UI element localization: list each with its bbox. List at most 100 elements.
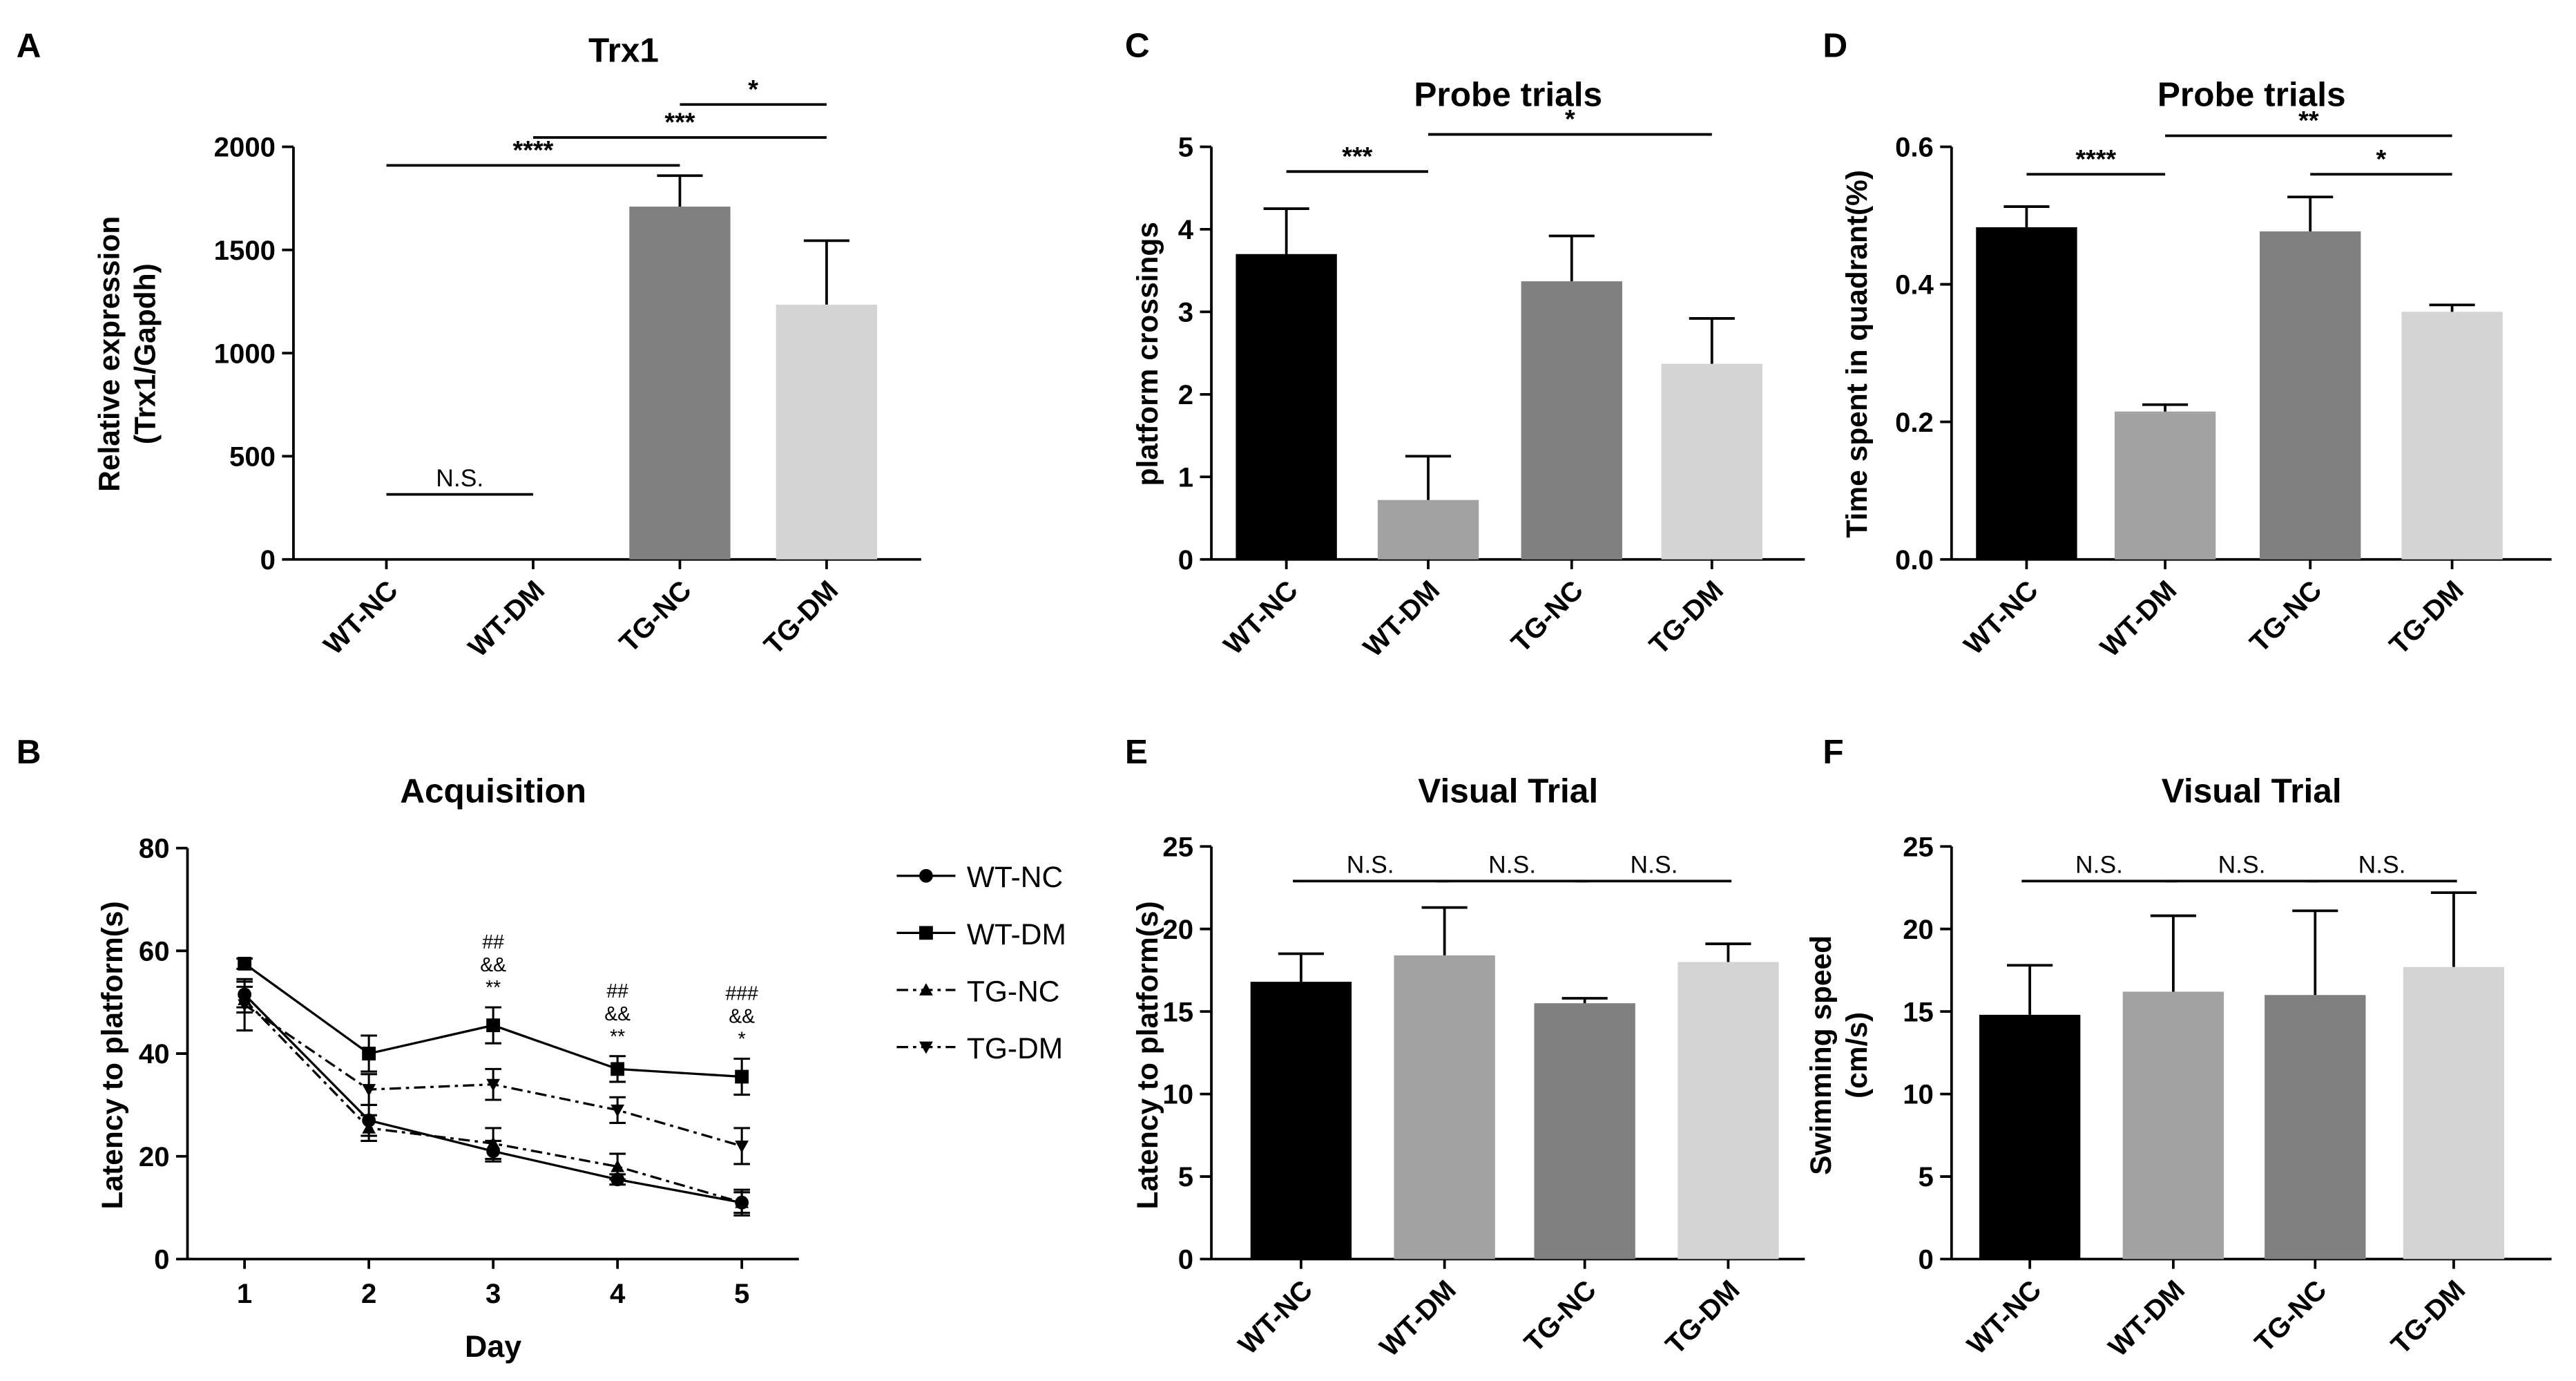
y-axis-title: platform crossings — [1132, 222, 1164, 486]
sig-label: *** — [1342, 142, 1372, 171]
bar — [2114, 411, 2216, 560]
sig-label: N.S. — [1488, 851, 1536, 879]
y-tick-label: 10 — [1903, 1079, 1934, 1110]
sig-label: N.S. — [1347, 851, 1394, 879]
series-tg-dm — [236, 978, 750, 1165]
x-tick-label: WT-DM — [1374, 1274, 1462, 1362]
series-wt-dm — [236, 956, 750, 1096]
y-axis-title-line: (cm/s) — [1841, 1012, 1874, 1098]
y-tick-label: 4 — [1178, 214, 1194, 245]
bar — [1394, 955, 1495, 1259]
annotation: ** — [486, 977, 501, 999]
y-axis-title-line: Swimming speed — [1805, 935, 1838, 1175]
data-point — [735, 1140, 749, 1153]
x-tick-label: WT-NC — [1218, 574, 1304, 660]
x-tick-label: TG-NC — [613, 574, 698, 658]
annotation: && — [480, 954, 506, 976]
panel-f: F Visual Trial Swimming speed (cm/s) 0 5 10 15 2… — [1805, 732, 2552, 1362]
y-tick-label: 1000 — [214, 338, 276, 369]
data-point — [362, 1121, 376, 1134]
data-point — [735, 1195, 749, 1208]
panel-b: B Acquisition Latency to platform(s) 0 20 40 6… — [17, 732, 1066, 1364]
y-tick-label: 500 — [229, 441, 276, 473]
x-tick-label: TG-DM — [2383, 574, 2470, 660]
sig-label: N.S. — [436, 464, 483, 492]
bar — [2122, 991, 2224, 1259]
series-tg-nc — [236, 985, 750, 1215]
y-axis-title: Latency to platform(s) — [1132, 901, 1164, 1209]
annotation: && — [729, 1006, 755, 1028]
x-tick-label: TG-NC — [2244, 574, 2328, 658]
legend-label: TG-NC — [967, 976, 1060, 1009]
x-tick-label: WT-DM — [462, 574, 550, 663]
sig-label: N.S. — [2218, 851, 2266, 879]
x-tick-label: WT-DM — [2094, 574, 2182, 663]
y-tick-label: 80 — [139, 833, 170, 864]
bar — [1250, 982, 1352, 1259]
y-tick-label: 5 — [1178, 132, 1193, 163]
bar — [1976, 227, 2077, 560]
y-axis-title: Time spent in quadrant(%) — [1841, 170, 1874, 538]
y-tick-label: 1 — [1178, 461, 1193, 493]
y-axis-title-line: Latency to platform(s) — [97, 901, 129, 1209]
y-tick-label: 40 — [139, 1038, 170, 1069]
panel-letter: B — [17, 732, 41, 771]
panel-letter: A — [17, 26, 41, 65]
y-tick-label: 5 — [1919, 1161, 1934, 1192]
x-tick-label: 2 — [361, 1278, 376, 1309]
sig-label: * — [1565, 105, 1575, 134]
x-tick-label: WT-NC — [318, 574, 404, 660]
y-tick-label: 0 — [154, 1244, 169, 1275]
legend-label: TG-DM — [967, 1033, 1063, 1065]
sig-label: ** — [2298, 106, 2319, 135]
bar — [1661, 363, 1762, 560]
x-tick-label: TG-DM — [2385, 1274, 2471, 1360]
legend-marker — [919, 868, 933, 883]
x-tick-label: 3 — [486, 1278, 501, 1309]
annotation: ## — [482, 931, 504, 953]
bar — [2401, 312, 2503, 560]
y-tick-label: 3 — [1178, 297, 1193, 328]
y-tick-label: 20 — [1162, 914, 1193, 945]
data-point — [486, 1136, 501, 1150]
data-point — [611, 1159, 625, 1172]
y-tick-label: 20 — [139, 1141, 170, 1172]
data-point — [611, 1104, 625, 1117]
x-axis-title: Day — [465, 1328, 521, 1364]
y-axis-title-line: (Trx1/Gapdh) — [129, 263, 162, 444]
y-axis-title: Relative expression (Trx1/Gapdh) — [93, 216, 162, 492]
bar — [1678, 962, 1779, 1259]
data-point — [611, 1062, 625, 1076]
panel-d: D Probe trials Time spent in quadrant(%) 0.… — [1823, 26, 2552, 663]
x-tick-label: 4 — [610, 1278, 626, 1309]
sig-label: **** — [2075, 145, 2116, 174]
y-axis-title-line: Time spent in quadrant(%) — [1841, 170, 1874, 538]
chart-title: Acquisition — [400, 771, 586, 810]
x-tick-label: WT-NC — [1232, 1274, 1318, 1360]
bar — [1979, 1014, 2081, 1259]
sig-label: N.S. — [1631, 851, 1678, 879]
panel-letter: C — [1125, 26, 1150, 65]
y-tick-label: 0.6 — [1895, 132, 1934, 163]
chart-title: Visual Trial — [2162, 771, 2342, 810]
chart-title: Probe trials — [2157, 75, 2346, 113]
bar — [629, 207, 731, 560]
x-tick-label: WT-NC — [1961, 1274, 2048, 1360]
x-tick-label: TG-DM — [758, 574, 844, 660]
sig-label: *** — [664, 108, 695, 137]
y-axis-title-line: Relative expression — [93, 216, 126, 492]
panel-c: C Probe trials platform crossings 0 1 2 3 4 5 WT-… — [1125, 26, 1805, 663]
sig-label: N.S. — [2358, 851, 2406, 879]
chart-title: Probe trials — [1414, 75, 1602, 113]
data-point — [486, 1018, 501, 1033]
panel-a: A Trx1 Relative expression (Trx1/Gapdh) 0 500… — [17, 26, 921, 663]
data-point — [362, 1084, 376, 1097]
data-point — [735, 1069, 749, 1084]
legend-marker — [919, 926, 933, 940]
x-tick-label: TG-NC — [2249, 1274, 2333, 1358]
bar — [776, 304, 878, 560]
sig-label: N.S. — [2075, 851, 2123, 879]
bar — [1377, 499, 1479, 560]
